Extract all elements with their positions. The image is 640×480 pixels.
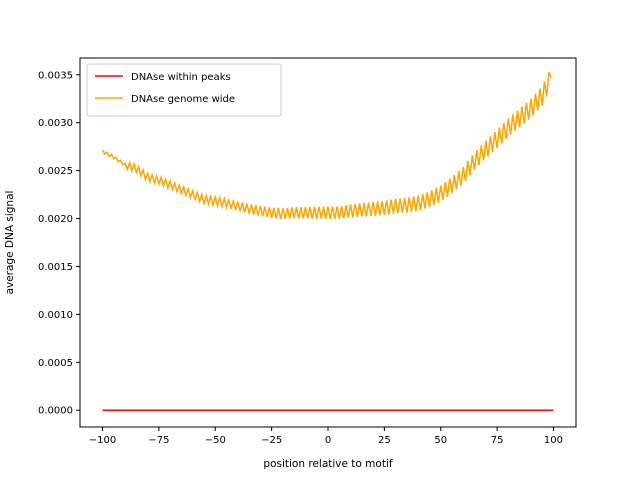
x-tick-label: −100 (89, 435, 116, 446)
x-tick-label: −25 (261, 435, 282, 446)
y-tick-label: 0.0025 (38, 166, 73, 177)
y-tick-label: 0.0030 (38, 118, 73, 129)
x-tick-label: 25 (378, 435, 391, 446)
x-axis-label: position relative to motif (263, 458, 392, 470)
legend-label-dnase-genome-wide: DNAse genome wide (131, 94, 235, 105)
x-tick-label: 0 (325, 435, 331, 446)
y-tick-label: 0.0015 (38, 262, 73, 273)
y-tick-label: 0.0000 (38, 406, 73, 417)
y-tick-label: 0.0035 (38, 70, 73, 81)
series-line-dnase-genome-wide (101, 72, 552, 220)
x-tick-label: 75 (491, 435, 504, 446)
legend-box (86, 63, 282, 117)
x-tick-label: 100 (544, 435, 563, 446)
x-tick-label: −75 (148, 435, 169, 446)
legend-label-dnase-within-peaks: DNAse within peaks (131, 72, 231, 83)
x-tick-label: −50 (205, 435, 226, 446)
y-tick-label: 0.0020 (38, 214, 73, 225)
series-layer (101, 72, 554, 411)
y-axis-ticks: 0.0000 0.0005 0.0010 0.0015 0.0020 0.0025 0.00… (38, 70, 80, 417)
x-axis-ticks: −100 −75 −50 −25 0 25 50 75 100 (89, 427, 563, 446)
y-tick-label: 0.0010 (38, 310, 73, 321)
y-tick-label: 0.0005 (38, 358, 73, 369)
y-axis-label: average DNA signal (4, 191, 16, 295)
legend: DNAse within peaks DNAse genome wide (86, 63, 282, 117)
x-tick-label: 50 (434, 435, 447, 446)
